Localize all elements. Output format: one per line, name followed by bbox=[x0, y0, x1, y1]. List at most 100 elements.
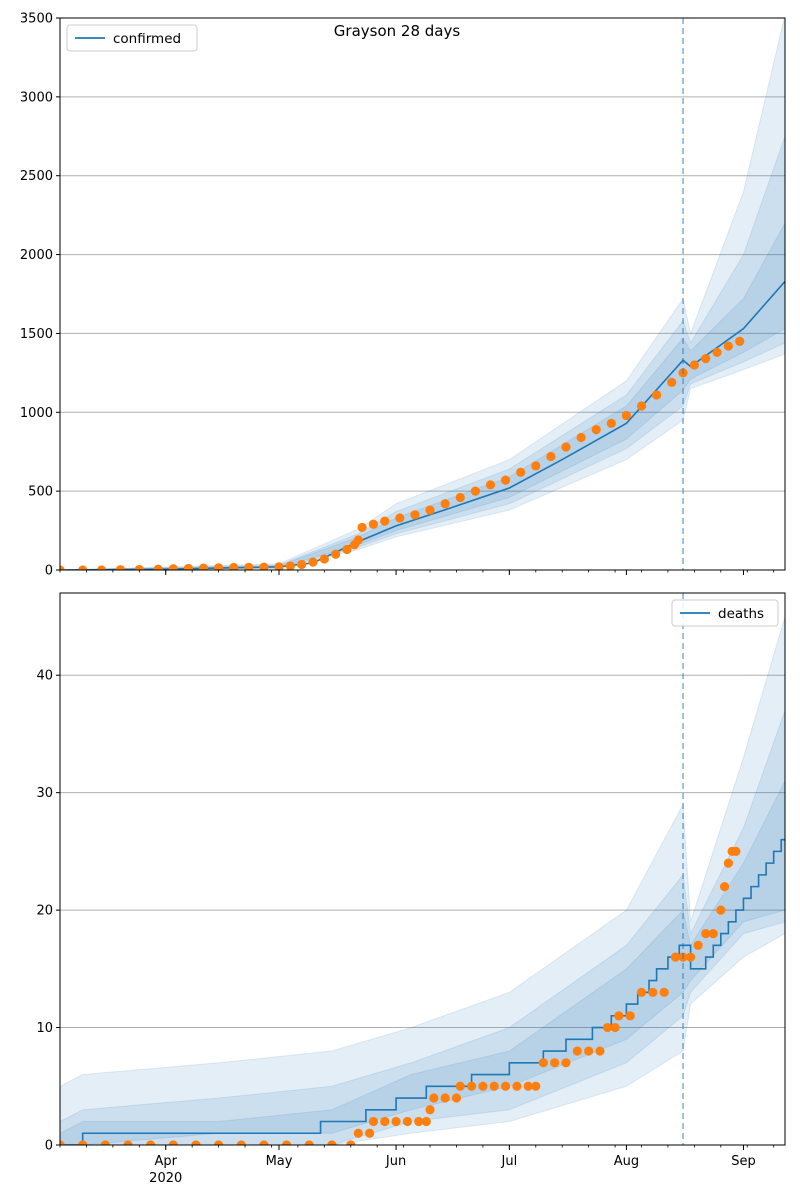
y-tick-label: 20 bbox=[36, 904, 53, 919]
y-tick-label: 10 bbox=[36, 1021, 53, 1036]
observed-point bbox=[60, 1140, 65, 1145]
y-tick-label: 1500 bbox=[20, 327, 53, 342]
observed-point bbox=[546, 451, 556, 462]
observed-point bbox=[719, 882, 730, 892]
panel-confirmed: 0 500 1000 1500 2000 2500 3000 3500 confirmed bbox=[20, 12, 786, 579]
observed-point bbox=[670, 952, 681, 962]
observed-point bbox=[610, 1022, 620, 1033]
observed-point bbox=[353, 1128, 363, 1138]
observed-point bbox=[602, 1022, 613, 1033]
observed-point bbox=[391, 1116, 401, 1127]
legend-label: deaths bbox=[718, 606, 764, 622]
observed-point bbox=[686, 952, 696, 962]
prediction-band-1 bbox=[60, 616, 785, 1145]
observed-point bbox=[285, 561, 295, 570]
legend-box bbox=[66, 24, 198, 52]
series-line-deaths bbox=[60, 838, 785, 1145]
observed-point bbox=[731, 846, 741, 856]
observed-point bbox=[500, 1081, 511, 1091]
observed-point bbox=[319, 554, 329, 564]
observed-point bbox=[636, 401, 647, 411]
prediction-band-2 bbox=[60, 136, 785, 570]
y-tick-label: 3000 bbox=[20, 90, 53, 105]
observed-point bbox=[191, 1140, 201, 1145]
observed-point bbox=[327, 1140, 337, 1145]
observed-point bbox=[550, 1058, 560, 1068]
observed-point bbox=[357, 522, 367, 533]
y-tick-label: 3500 bbox=[20, 12, 53, 27]
x-tick-label: Jul bbox=[501, 1154, 518, 1169]
axes-frame bbox=[59, 592, 786, 1146]
observed-point bbox=[667, 377, 677, 387]
observed-point bbox=[274, 562, 284, 570]
observed-point bbox=[561, 442, 571, 452]
observed-point bbox=[708, 929, 718, 939]
observed-point bbox=[440, 499, 450, 509]
observed-point bbox=[500, 475, 511, 485]
observed-point bbox=[478, 1081, 488, 1091]
observed-point bbox=[78, 1140, 88, 1145]
y-tick-label: 2000 bbox=[20, 248, 53, 263]
observed-point bbox=[584, 1046, 594, 1056]
legend: confirmed bbox=[66, 24, 198, 52]
observed-point bbox=[440, 1093, 450, 1103]
observed-point bbox=[455, 492, 465, 503]
observed-point bbox=[380, 1116, 390, 1127]
observed-point bbox=[614, 1011, 624, 1021]
y-tick-label: 2500 bbox=[20, 169, 53, 184]
observed-point bbox=[236, 1140, 246, 1145]
x-tick-label: Aug bbox=[614, 1154, 639, 1169]
observed-point bbox=[168, 564, 178, 570]
observed-point bbox=[100, 1140, 110, 1145]
observed-point bbox=[410, 510, 420, 520]
observed-point bbox=[701, 929, 711, 939]
observed-point bbox=[259, 1140, 269, 1145]
observed-point bbox=[331, 549, 341, 559]
observed-point bbox=[368, 519, 379, 529]
observed-point bbox=[485, 480, 496, 490]
observed-point bbox=[489, 1081, 499, 1091]
legend-label: confirmed bbox=[113, 31, 181, 47]
observed-point bbox=[134, 564, 144, 570]
observed-point bbox=[421, 1116, 431, 1127]
observed-point bbox=[455, 1081, 465, 1091]
observed-point bbox=[183, 563, 193, 570]
observed-point bbox=[281, 1140, 292, 1145]
observed-point bbox=[576, 432, 586, 443]
observed-point bbox=[259, 562, 269, 570]
observed-point bbox=[414, 1116, 424, 1127]
observed-point bbox=[198, 563, 209, 570]
observed-point bbox=[591, 425, 601, 435]
observed-point bbox=[621, 410, 632, 421]
observed-point bbox=[572, 1046, 582, 1056]
observed-point bbox=[402, 1116, 412, 1127]
observed-point bbox=[606, 418, 616, 428]
legend-box bbox=[671, 599, 779, 627]
y-tick-label: 40 bbox=[36, 669, 53, 684]
x-tick-label: Apr bbox=[154, 1154, 177, 1169]
observed-point bbox=[531, 461, 541, 471]
x-tick-label: Sep bbox=[731, 1154, 756, 1169]
observed-point bbox=[625, 1011, 635, 1021]
observed-point bbox=[368, 1116, 379, 1127]
observed-point bbox=[516, 467, 526, 477]
observed-point bbox=[380, 516, 390, 526]
x-tick-sublabel: 2020 bbox=[149, 1171, 182, 1186]
observed-point bbox=[229, 562, 239, 570]
observed-point bbox=[153, 564, 163, 570]
observed-point bbox=[689, 360, 699, 370]
y-tick-label: 1000 bbox=[20, 406, 53, 421]
plot-area bbox=[60, 18, 785, 570]
prediction-band-1 bbox=[60, 18, 785, 570]
observed-point bbox=[213, 563, 224, 570]
observed-point bbox=[693, 940, 703, 950]
y-tick-label: 0 bbox=[45, 564, 53, 579]
observed-point bbox=[244, 562, 254, 570]
observed-point bbox=[523, 1081, 533, 1091]
observed-point bbox=[213, 1140, 224, 1145]
observed-point bbox=[735, 336, 745, 346]
observed-point bbox=[425, 1105, 435, 1115]
observed-point bbox=[308, 557, 318, 567]
observed-point bbox=[652, 390, 662, 400]
